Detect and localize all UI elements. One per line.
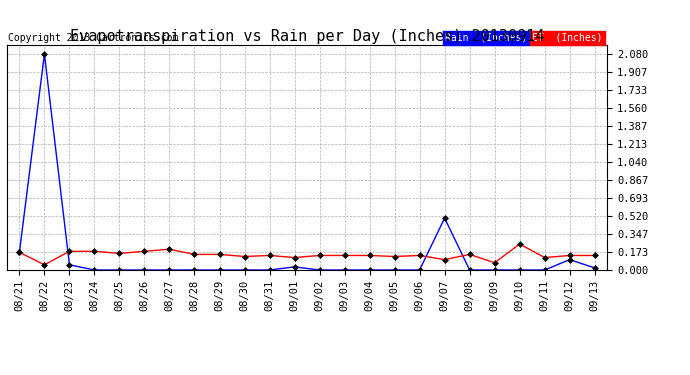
Text: ET  (Inches): ET (Inches) — [532, 33, 602, 43]
Text: Rain  (Inches): Rain (Inches) — [445, 33, 527, 43]
Text: Copyright 2013 Cartronics.com: Copyright 2013 Cartronics.com — [8, 33, 178, 43]
Title: Evapotranspiration vs Rain per Day (Inches) 20130914: Evapotranspiration vs Rain per Day (Inch… — [70, 29, 544, 44]
